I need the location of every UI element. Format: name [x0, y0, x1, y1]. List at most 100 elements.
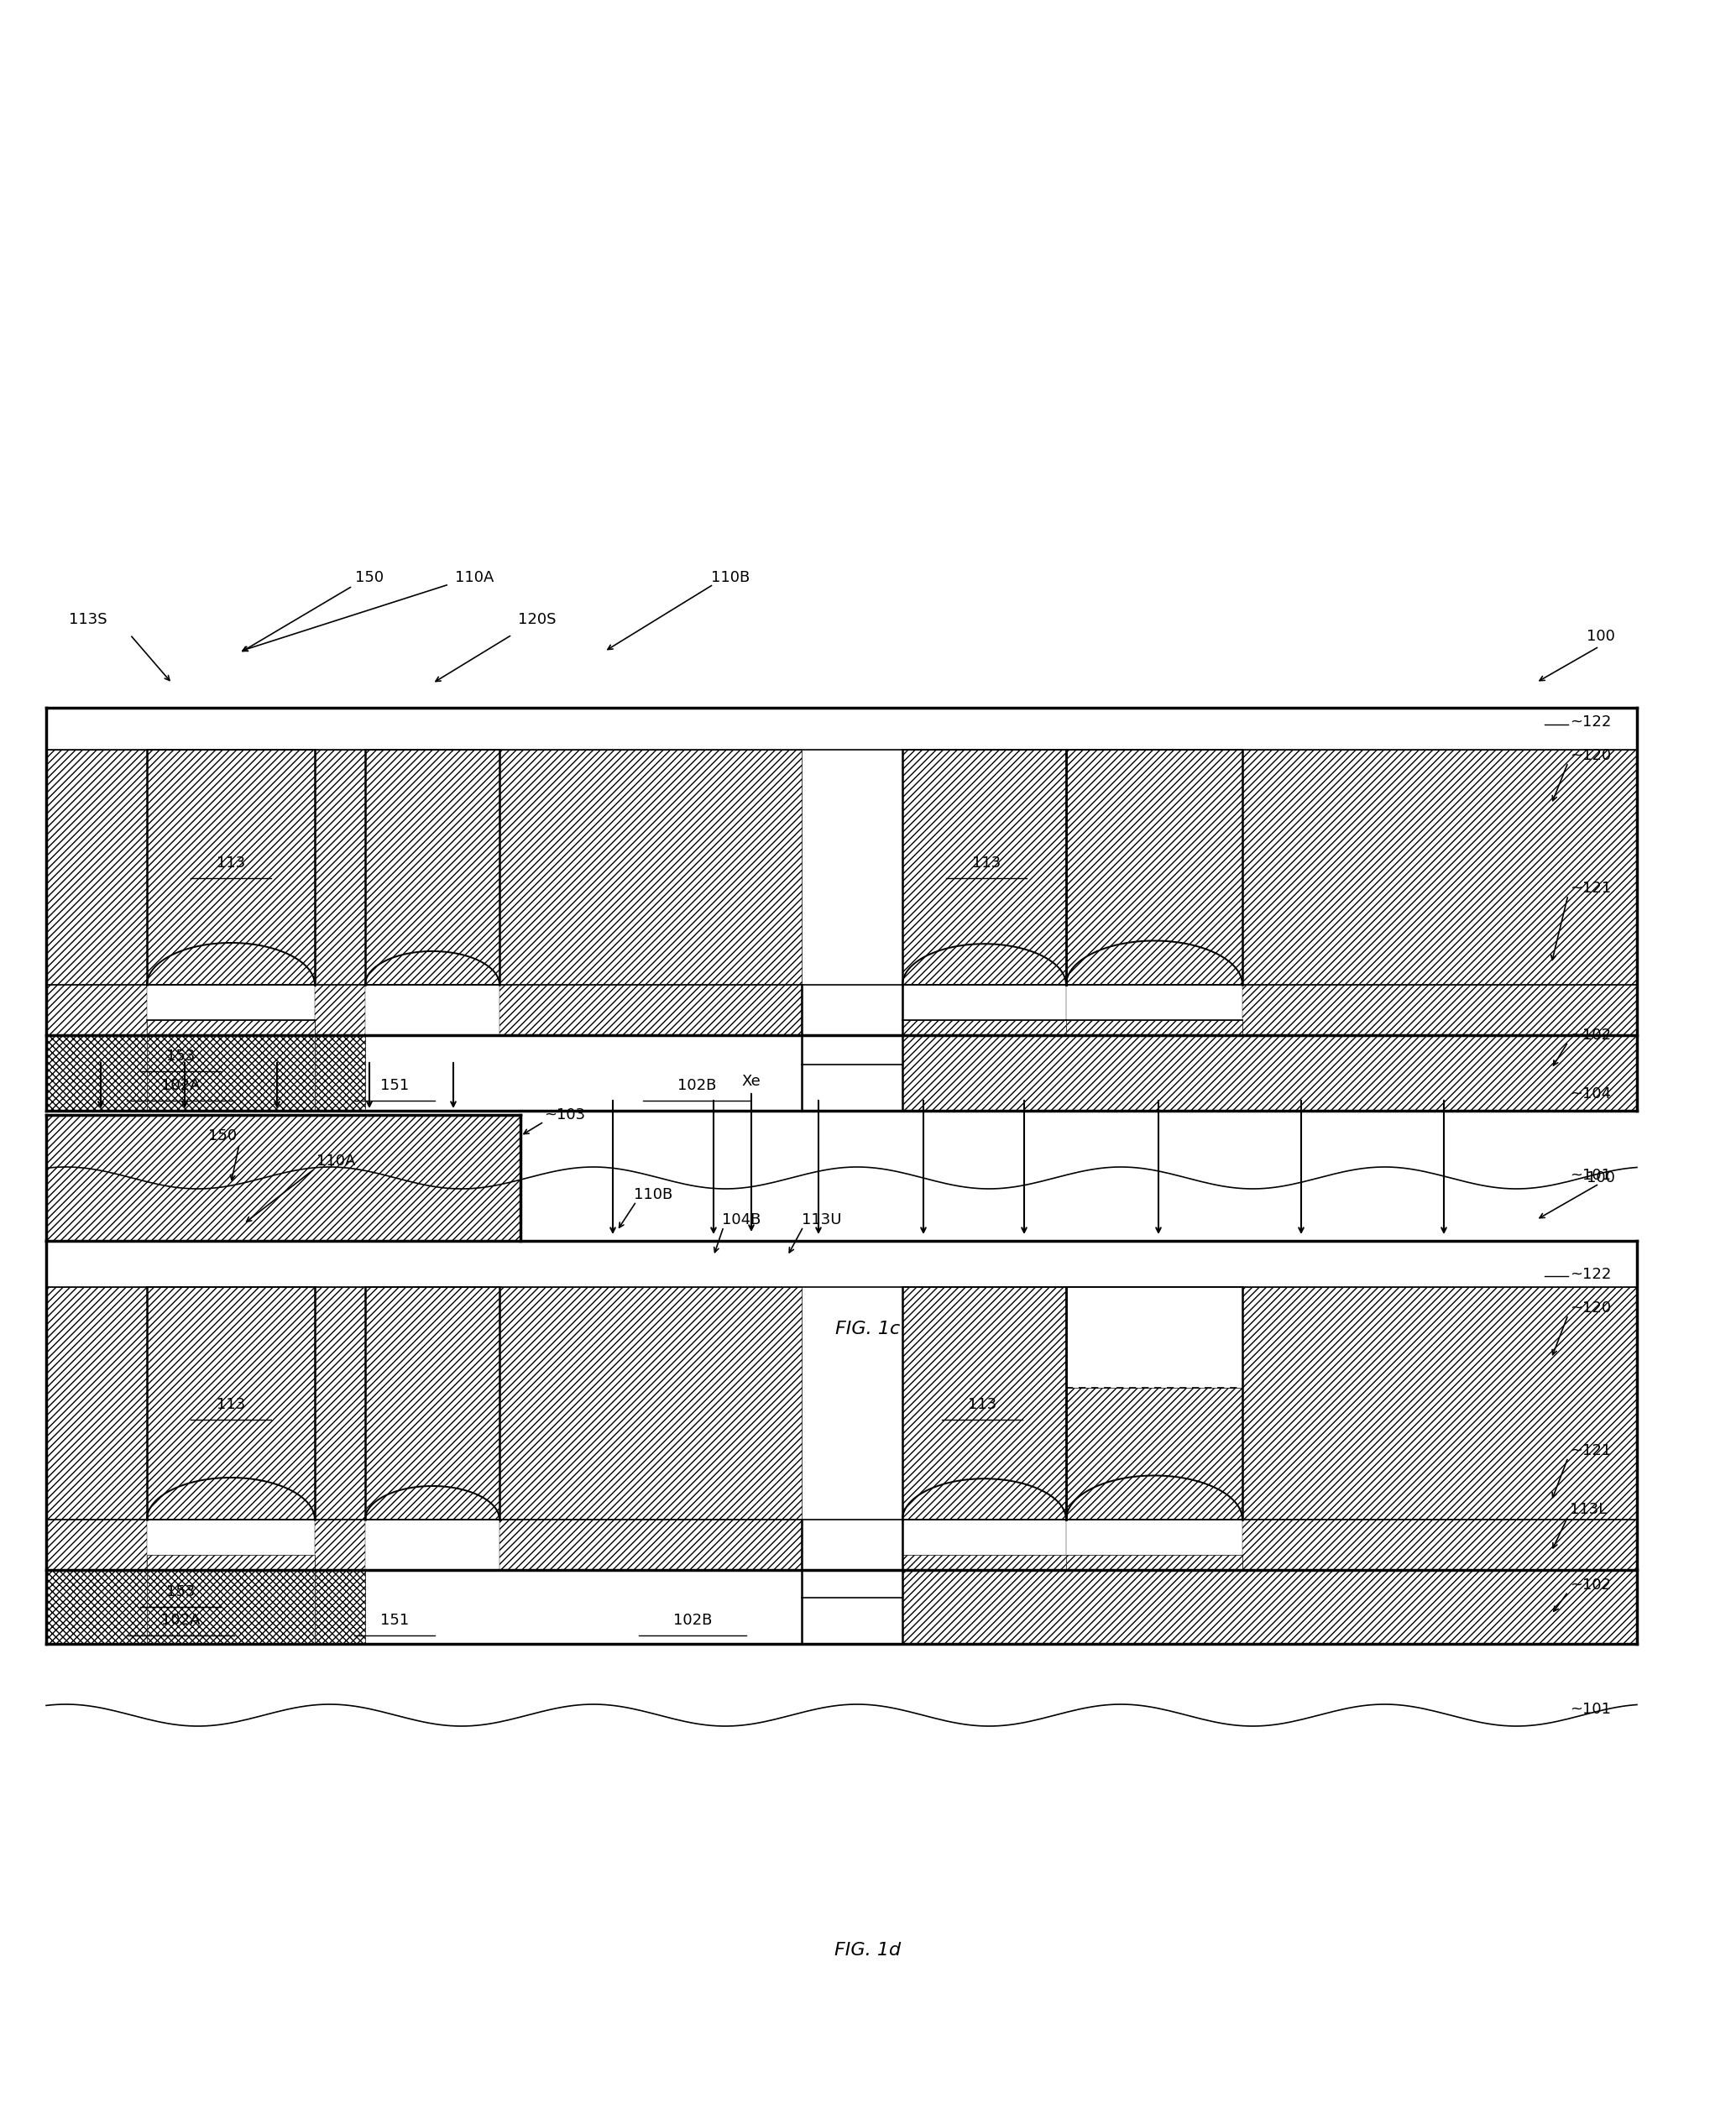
Bar	[365, 750, 500, 985]
Bar	[148, 1571, 314, 1645]
Text: 110B: 110B	[712, 571, 750, 586]
Bar	[500, 750, 802, 985]
Bar	[500, 1520, 802, 1571]
Bar	[47, 985, 148, 1036]
Bar	[314, 1571, 365, 1645]
Text: ~122: ~122	[1569, 1266, 1611, 1281]
Bar	[47, 1036, 148, 1110]
Bar	[47, 1520, 148, 1571]
Bar	[903, 1036, 1637, 1110]
Bar	[47, 1114, 521, 1241]
Text: 153: 153	[167, 1583, 194, 1600]
Text: ~120: ~120	[1569, 1300, 1611, 1315]
Bar	[903, 1021, 1066, 1036]
Text: 110A: 110A	[316, 1154, 356, 1169]
Text: ~121: ~121	[1569, 882, 1611, 896]
Bar	[903, 1571, 1637, 1645]
Bar	[314, 985, 365, 1036]
Bar	[1243, 1520, 1637, 1571]
Text: 113: 113	[972, 856, 1000, 871]
Text: 151: 151	[380, 1613, 410, 1628]
Bar	[47, 708, 1637, 750]
Text: 110B: 110B	[634, 1188, 672, 1203]
Text: 113: 113	[217, 856, 245, 871]
Bar	[148, 1287, 314, 1520]
Bar	[903, 1287, 1066, 1520]
Text: 110A: 110A	[455, 571, 493, 586]
Bar	[148, 1556, 314, 1571]
Text: ~121: ~121	[1569, 1444, 1611, 1459]
Bar	[500, 750, 802, 985]
Bar	[47, 1241, 1637, 1287]
Bar	[314, 1520, 365, 1571]
Bar	[903, 750, 1066, 985]
Bar	[903, 750, 1066, 985]
Bar	[148, 1036, 314, 1110]
Bar	[47, 1114, 521, 1241]
Text: ~122: ~122	[1569, 715, 1611, 729]
Bar	[314, 985, 365, 1036]
Bar	[47, 708, 1637, 1110]
Bar	[802, 1036, 903, 1110]
Bar	[314, 1287, 365, 1520]
Text: 113: 113	[217, 1397, 245, 1412]
Bar	[365, 1287, 500, 1520]
Bar	[314, 1287, 365, 1520]
Bar	[1243, 985, 1637, 1036]
Bar	[903, 1287, 1066, 1520]
Bar	[314, 750, 365, 985]
Bar	[47, 1571, 148, 1645]
Bar	[47, 750, 148, 985]
Bar	[148, 1021, 314, 1036]
Text: 102A: 102A	[161, 1078, 200, 1093]
Bar	[148, 1287, 314, 1520]
Bar	[148, 1021, 314, 1036]
Bar	[47, 1287, 148, 1520]
Bar	[500, 985, 802, 1036]
Text: 113L: 113L	[1569, 1501, 1608, 1518]
Text: 102A: 102A	[161, 1613, 200, 1628]
Bar	[903, 1556, 1066, 1571]
Text: ~101: ~101	[1569, 1702, 1611, 1717]
Text: ~102: ~102	[1569, 1577, 1611, 1592]
Bar	[1243, 750, 1637, 985]
Bar	[47, 985, 1637, 1036]
Bar	[1066, 1556, 1243, 1571]
Bar	[903, 1036, 1637, 1110]
Text: 104B: 104B	[722, 1211, 760, 1228]
Bar	[500, 1287, 802, 1520]
Text: 102B: 102B	[674, 1613, 712, 1628]
Bar	[903, 1556, 1066, 1571]
Bar	[314, 1571, 365, 1645]
Bar	[47, 985, 148, 1036]
Bar	[1066, 1021, 1243, 1036]
Text: 153: 153	[167, 1049, 194, 1063]
Bar	[1066, 750, 1243, 985]
Bar	[1066, 750, 1243, 985]
Bar	[148, 750, 314, 985]
Text: ~120: ~120	[1569, 748, 1611, 763]
Text: 102B: 102B	[677, 1078, 717, 1093]
Bar	[500, 985, 802, 1036]
Bar	[903, 1571, 1637, 1645]
Bar	[1066, 1387, 1243, 1520]
Bar	[314, 1036, 365, 1110]
Text: FIG. 1d: FIG. 1d	[835, 1943, 901, 1960]
Bar	[1243, 750, 1637, 985]
Bar	[148, 1036, 314, 1110]
Bar	[500, 1287, 802, 1520]
Text: 100: 100	[1587, 1171, 1614, 1186]
Text: 113: 113	[967, 1397, 996, 1412]
Bar	[47, 1571, 148, 1645]
Text: 113U: 113U	[802, 1211, 842, 1228]
Bar	[1066, 1387, 1243, 1520]
Bar	[47, 1241, 1637, 1645]
Text: ~102: ~102	[1569, 1027, 1611, 1042]
Bar	[47, 1036, 148, 1110]
Bar	[314, 1036, 365, 1110]
Bar	[1243, 1520, 1637, 1571]
Bar	[365, 750, 500, 985]
Text: ~104: ~104	[1569, 1087, 1611, 1101]
Bar	[1066, 1556, 1243, 1571]
Bar	[903, 1021, 1066, 1036]
